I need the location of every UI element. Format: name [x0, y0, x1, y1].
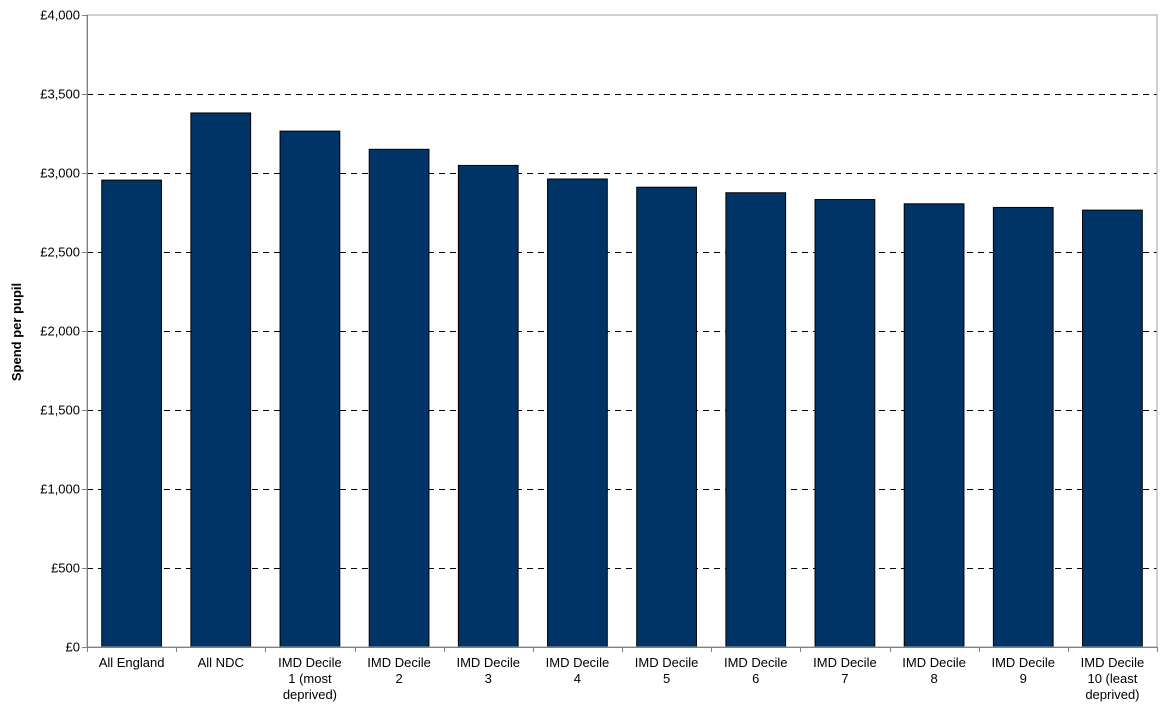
axes: [82, 14, 1158, 652]
y-tick-label: £4,000: [40, 8, 80, 23]
bar: [636, 186, 697, 648]
bar: [1082, 209, 1143, 648]
x-category-label: IMD Decile 6: [724, 655, 788, 686]
x-category-label: IMD Decile 2: [367, 655, 431, 686]
y-tick-label: £0: [66, 640, 80, 655]
x-category-labels: All England All NDC IMD Decile 1 (most depri…: [99, 655, 1145, 702]
bar: [457, 164, 519, 648]
bar: [725, 192, 787, 648]
y-tick-labels: £0 £500 £1,000 £1,500 £2,000 £2,500 £3,000 £3,5…: [40, 8, 80, 655]
bar: [547, 178, 608, 648]
y-tick-label: £1,500: [40, 403, 80, 418]
x-category-label: All England: [99, 655, 165, 670]
y-tick-label: £3,500: [40, 87, 80, 102]
y-axis-title: Spend per pupil: [9, 283, 24, 381]
y-tick-label: £2,000: [40, 324, 80, 339]
gridlines: [87, 94, 1157, 569]
x-category-label: All NDC: [198, 655, 244, 670]
x-category-label: IMD Decile 1 (most deprived): [278, 655, 342, 702]
bar: [992, 206, 1054, 648]
x-category-label: IMD Decile 9: [991, 655, 1055, 686]
y-tick-label: £2,500: [40, 245, 80, 260]
bars: [101, 112, 1143, 648]
x-category-label: IMD Decile 7: [813, 655, 877, 686]
bar: [190, 112, 252, 648]
x-category-label: IMD Decile 4: [546, 655, 610, 686]
x-category-label: IMD Decile 10 (least deprived): [1081, 655, 1145, 702]
bar: [814, 199, 876, 648]
y-tick-label: £3,000: [40, 166, 80, 181]
bar: [101, 179, 162, 648]
x-category-label: IMD Decile 8: [902, 655, 966, 686]
x-category-label: IMD Decile 5: [635, 655, 699, 686]
bar: [368, 148, 430, 648]
bar: [903, 203, 965, 648]
bar: [279, 130, 341, 648]
x-category-label: IMD Decile 3: [456, 655, 520, 686]
y-tick-label: £1,000: [40, 482, 80, 497]
y-tick-label: £500: [51, 561, 80, 576]
